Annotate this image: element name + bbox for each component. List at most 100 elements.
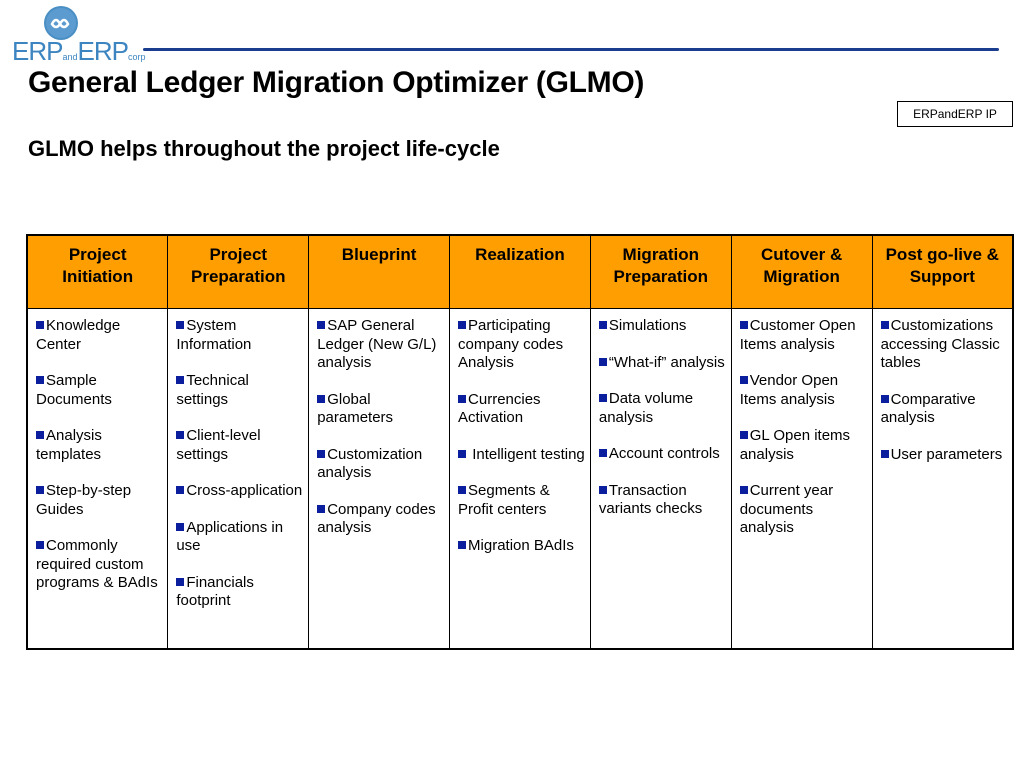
list-item-text: Currencies Activation	[458, 390, 541, 427]
list-item: Current year documents analysis	[739, 482, 868, 538]
list-item-text: Comparative analysis	[880, 390, 976, 427]
table-cell: System Information Technical settings Clie…	[167, 308, 310, 650]
list-item: User parameters	[880, 445, 1008, 465]
column-header: Blueprint	[308, 234, 451, 309]
square-bullet-icon	[739, 486, 748, 494]
list-item-text: Data volume analysis	[598, 390, 694, 426]
list-item: Intelligent testing	[458, 446, 586, 465]
list-item-text: Client-level settings	[176, 427, 261, 463]
table-cell: Participating company codes Analysis Curr…	[449, 308, 591, 650]
square-bullet-icon	[317, 321, 326, 329]
list-item: Segments & Profit centers	[458, 482, 586, 519]
table-cell: SAP General Ledger (New G/L) analysis Glo…	[308, 308, 451, 650]
logo-emblem-icon	[44, 6, 78, 40]
list-item: Data volume analysis	[598, 390, 727, 427]
list-item: Sample Documents	[36, 372, 163, 409]
square-bullet-icon	[317, 504, 326, 513]
square-bullet-icon	[458, 486, 467, 494]
square-bullet-icon	[880, 449, 889, 458]
table-cell: Customer Open Items analysis Vendor Open …	[730, 308, 873, 650]
square-bullet-icon	[880, 321, 889, 329]
square-bullet-icon	[458, 321, 467, 329]
list-item: Financials footprint	[176, 574, 304, 611]
square-bullet-icon	[36, 376, 44, 384]
list-item: Comparative analysis	[880, 390, 1008, 428]
list-item-text: Vendor Open Items analysis	[739, 372, 839, 408]
square-bullet-icon	[176, 577, 185, 586]
list-item: Global parameters	[317, 391, 445, 428]
list-item: Customizations accessing Classic tables	[880, 317, 1008, 373]
list-item-text: SAP General Ledger (New G/L) analysis	[317, 317, 437, 371]
list-item: GL Open items analysis	[739, 427, 868, 464]
list-item: System Information	[176, 317, 304, 354]
list-item: Client-level settings	[176, 427, 304, 464]
page-title: General Ledger Migration Optimizer (GLMO…	[28, 66, 645, 99]
square-bullet-icon	[176, 486, 185, 494]
column-header: Realization	[449, 234, 591, 309]
list-item-text: User parameters	[890, 445, 1003, 463]
list-item-text: “What-if” analysis	[608, 353, 725, 371]
table-row: Knowledge Center Sample Documents Analysis…	[26, 308, 1014, 650]
square-bullet-icon	[739, 431, 748, 439]
list-item-text: Cross-application	[186, 482, 303, 499]
list-item: Vendor Open Items analysis	[739, 372, 868, 409]
list-item-text: Migration BAdIs	[468, 537, 574, 554]
company-logo: ERPandERPcorp	[12, 6, 146, 66]
list-item-text: Simulations	[608, 317, 687, 334]
square-bullet-icon	[598, 321, 607, 329]
list-item-text: Customization analysis	[317, 445, 423, 482]
square-bullet-icon	[458, 541, 467, 549]
list-item: Simulations	[598, 317, 727, 336]
square-bullet-icon	[598, 357, 607, 366]
list-item: Technical settings	[176, 372, 304, 409]
column-header: Cutover & Migration	[730, 234, 873, 309]
square-bullet-icon	[598, 485, 607, 494]
square-bullet-icon	[36, 541, 44, 549]
list-item-text: Global parameters	[317, 390, 394, 427]
square-bullet-icon	[598, 394, 607, 402]
list-item-text: Transaction variants checks	[598, 481, 703, 518]
square-bullet-icon	[36, 486, 44, 494]
square-bullet-icon	[36, 431, 44, 439]
square-bullet-icon	[458, 449, 467, 458]
table-header-row: Project Initiation Project Preparation B…	[26, 234, 1014, 309]
list-item-text: Commonly required custom programs & BAdI…	[36, 537, 158, 591]
square-bullet-icon	[176, 321, 185, 329]
list-item-text: Current year documents analysis	[739, 482, 834, 536]
column-header: Project Initiation	[26, 234, 169, 309]
list-item: SAP General Ledger (New G/L) analysis	[317, 317, 445, 373]
list-item-text: Knowledge Center	[36, 317, 121, 353]
list-item-text: Company codes analysis	[317, 500, 436, 537]
list-item: Applications in use	[176, 519, 304, 556]
list-item-text: System Information	[176, 317, 252, 353]
list-item: Transaction variants checks	[598, 481, 727, 519]
square-bullet-icon	[458, 394, 467, 403]
ip-label: ERPandERP IP	[897, 101, 1013, 127]
list-item-text: Applications in use	[176, 518, 284, 555]
list-item-text: Segments & Profit centers	[458, 482, 550, 518]
list-item-text: Participating company codes Analysis	[458, 317, 564, 371]
square-bullet-icon	[880, 394, 889, 403]
square-bullet-icon	[739, 376, 748, 384]
table-cell: Simulations “What-if” analysis Data volume…	[589, 308, 732, 650]
list-item: Migration BAdIs	[458, 537, 586, 556]
list-item: Company codes analysis	[317, 501, 445, 538]
list-item-text: Customer Open Items analysis	[739, 317, 856, 353]
list-item: Participating company codes Analysis	[458, 317, 586, 373]
list-item: Cross-application	[176, 482, 304, 501]
square-bullet-icon	[317, 394, 326, 403]
list-item-text: Sample Documents	[36, 372, 112, 408]
list-item: Knowledge Center	[36, 317, 163, 354]
list-item-text: Technical settings	[176, 372, 249, 408]
column-header: Post go-live & Support	[871, 234, 1014, 309]
square-bullet-icon	[739, 321, 748, 329]
square-bullet-icon	[598, 449, 607, 457]
logo-text: ERPandERPcorp	[12, 36, 146, 66]
square-bullet-icon	[176, 431, 185, 439]
table-cell: Customizations accessing Classic tables C…	[871, 308, 1014, 650]
list-item-text: Financials footprint	[176, 573, 254, 610]
list-item-text: Step-by-step Guides	[36, 482, 132, 518]
list-item: Account controls	[598, 445, 727, 464]
list-item: Commonly required custom programs & BAdI…	[36, 537, 163, 593]
page-subtitle: GLMO helps throughout the project life-c…	[28, 136, 500, 161]
